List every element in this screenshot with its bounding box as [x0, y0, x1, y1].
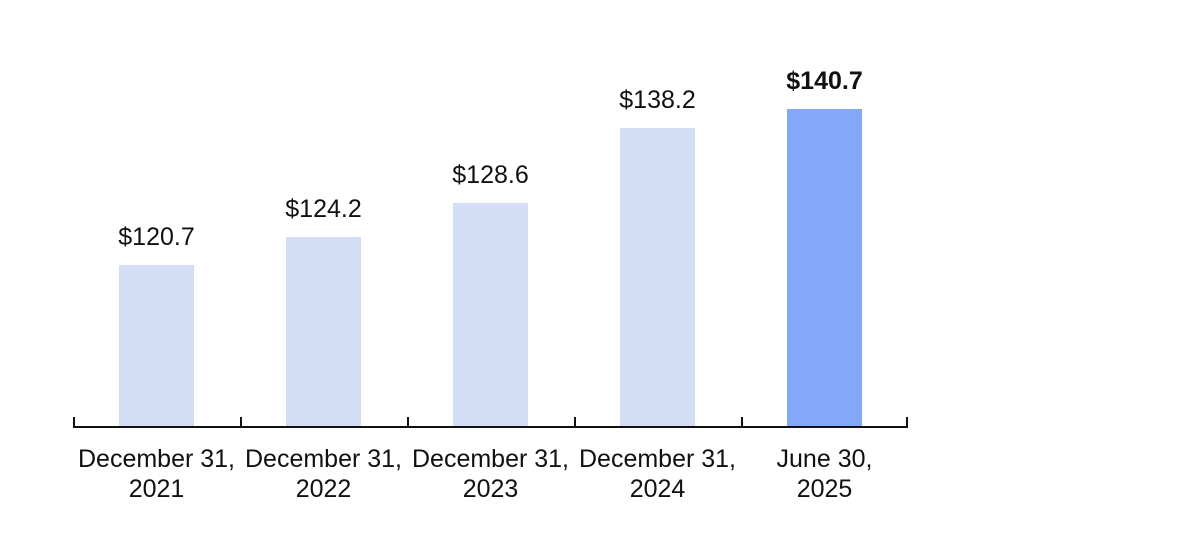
bar-2024 [620, 128, 695, 426]
x-axis-tick [574, 417, 576, 428]
x-axis-label-line2: 2024 [629, 475, 686, 503]
x-axis-line [73, 426, 908, 428]
x-axis-label-2024: December 31, 2024 [558, 444, 758, 504]
x-axis-label-line1: December 31, [244, 445, 403, 473]
bar-value-label-2023: $128.6 [452, 161, 529, 189]
bar-2023 [453, 203, 528, 426]
x-axis-label-line1: June 30, [776, 445, 873, 473]
x-axis-label-line2: 2021 [128, 475, 185, 503]
x-axis-label-line1: December 31, [411, 445, 570, 473]
x-axis-label-2021: December 31, 2021 [57, 444, 257, 504]
bar-2021 [119, 265, 194, 426]
x-axis-label-line2: 2025 [796, 475, 853, 503]
x-axis-tick [240, 417, 242, 428]
x-axis-label-line1: December 31, [578, 445, 737, 473]
x-axis-tick [906, 417, 908, 428]
x-axis-tick [73, 417, 75, 428]
bar-value-label-2025: $140.7 [786, 67, 863, 95]
bar-value-label-2021: $120.7 [118, 223, 195, 251]
bar-value-label-2022: $124.2 [285, 195, 362, 223]
bar-value-label-2024: $138.2 [619, 86, 696, 114]
x-axis-tick [741, 417, 743, 428]
bar-2025 [787, 109, 862, 426]
x-axis-tick [407, 417, 409, 428]
bar-2022 [286, 237, 361, 426]
x-axis-label-2022: December 31, 2022 [224, 444, 424, 504]
x-axis-label-line1: December 31, [77, 445, 236, 473]
x-axis-label-line2: 2023 [462, 475, 519, 503]
x-axis-label-2023: December 31, 2023 [391, 444, 591, 504]
x-axis-label-2025: June 30, 2025 [725, 444, 925, 504]
x-axis-label-line2: 2022 [295, 475, 352, 503]
